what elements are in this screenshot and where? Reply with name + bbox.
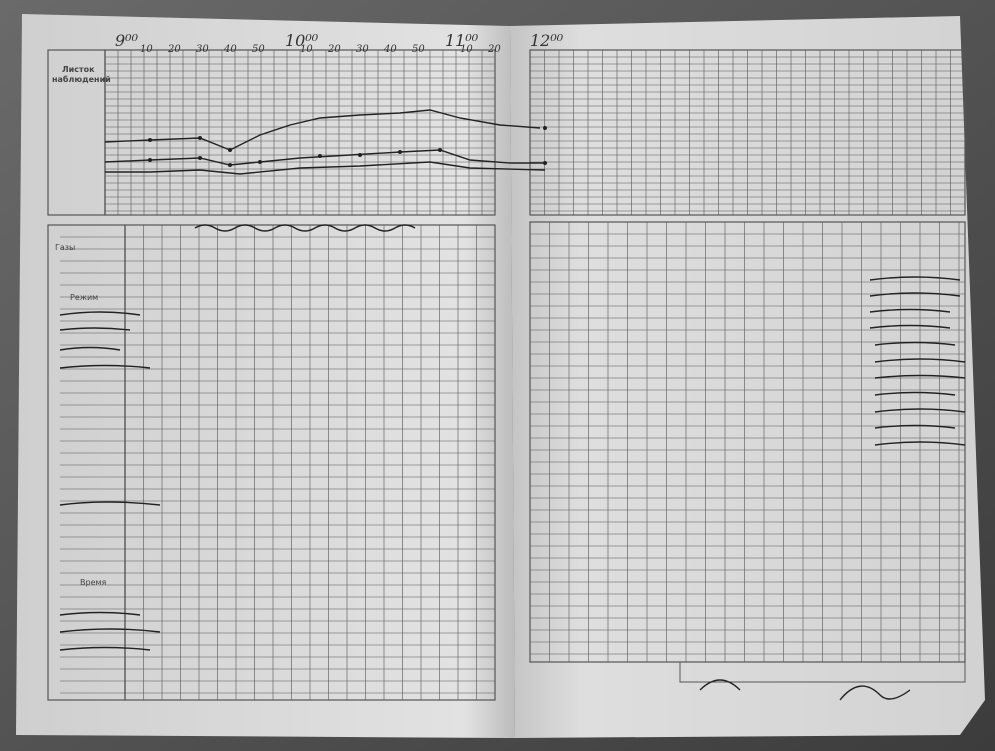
form-title: наблюдений xyxy=(52,74,111,84)
point xyxy=(398,150,402,154)
minute-label: 40 xyxy=(223,44,237,55)
photo: Листок наблюдений Газы Режим Время 9⁰⁰10… xyxy=(0,0,995,751)
point xyxy=(228,148,232,152)
point xyxy=(543,126,547,130)
minute-label: 20 xyxy=(487,44,501,55)
point xyxy=(318,154,322,158)
point xyxy=(148,158,152,162)
minute-label: 50 xyxy=(412,44,425,55)
minute-label: 30 xyxy=(196,44,209,55)
point xyxy=(258,160,262,164)
row-label: Газы xyxy=(55,243,75,252)
point xyxy=(438,148,442,152)
point xyxy=(198,136,202,140)
row-label: Режим xyxy=(70,293,98,302)
hour-label: 9⁰⁰ xyxy=(115,31,139,50)
row-label: Время xyxy=(80,578,107,587)
minute-label: 50 xyxy=(252,44,265,55)
point xyxy=(228,163,232,167)
minute-label: 10 xyxy=(300,44,313,55)
point xyxy=(543,161,547,165)
minute-label: 20 xyxy=(327,44,341,55)
minute-label: 40 xyxy=(383,44,397,55)
point xyxy=(358,153,362,157)
hour-label: 12⁰⁰ xyxy=(530,31,564,50)
minute-label: 30 xyxy=(356,44,369,55)
minute-label: 20 xyxy=(167,44,181,55)
point xyxy=(148,138,152,142)
point xyxy=(198,156,202,160)
minute-label: 10 xyxy=(140,44,153,55)
minute-label: 10 xyxy=(460,44,473,55)
page: Листок наблюдений Газы Режим Время 9⁰⁰10… xyxy=(0,0,995,751)
form-title: Листок xyxy=(62,65,95,74)
